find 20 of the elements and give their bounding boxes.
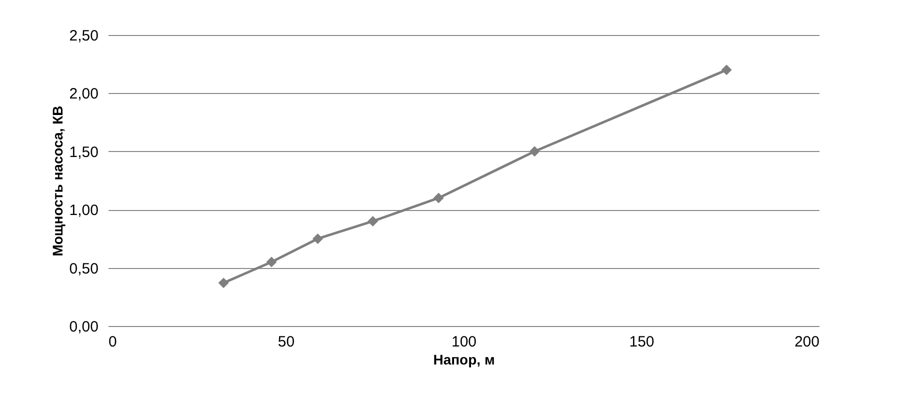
y-tick-label: 2,50 bbox=[69, 28, 98, 44]
y-tick-label: 1,50 bbox=[69, 144, 98, 161]
point bbox=[368, 216, 378, 226]
y-axis-title: Мощность насоса, КВ bbox=[49, 106, 66, 256]
point bbox=[266, 256, 277, 268]
y-tick-label: 2,00 bbox=[69, 86, 98, 103]
point bbox=[721, 64, 732, 76]
y-tick-label: 0,50 bbox=[69, 260, 98, 278]
x-tick-label: 200 bbox=[794, 334, 820, 350]
x-tick-label: 0 bbox=[108, 334, 117, 350]
point bbox=[312, 233, 323, 244]
x-tick-label: 50 bbox=[278, 334, 295, 350]
point bbox=[433, 192, 444, 204]
x-axis-title: Напор, м bbox=[433, 352, 495, 368]
point bbox=[529, 146, 540, 157]
y-tick-label: 0,00 bbox=[69, 318, 98, 336]
x-tick-label: 150 bbox=[629, 334, 654, 350]
point bbox=[218, 278, 229, 288]
y-tick-label: 1,00 bbox=[69, 202, 98, 220]
x-tick-label: 100 bbox=[451, 334, 477, 350]
